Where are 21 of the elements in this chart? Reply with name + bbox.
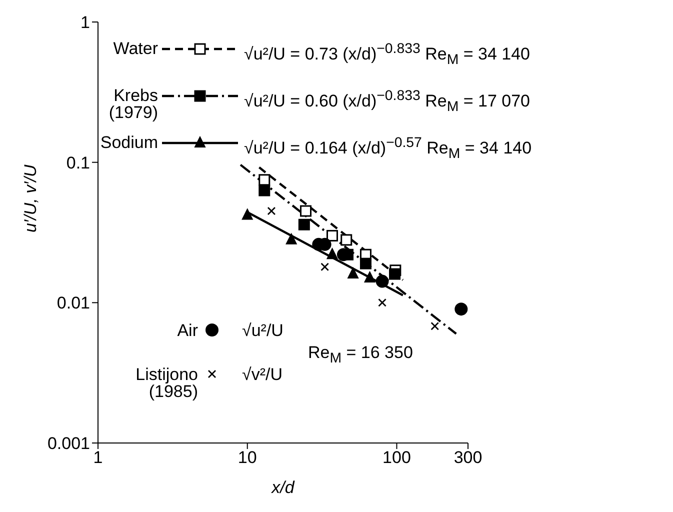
y-tick-label: 1 <box>80 13 90 32</box>
legend-label: Listijono (1985) <box>134 365 198 401</box>
x-tick-label: 300 <box>454 448 482 468</box>
y-axis-title: u′/U, v′/U <box>21 164 40 232</box>
annotation: √u²/U = 0.73 (x/d)$^{−0.833}$ Re$_{M}$ = 34 140 <box>244 41 530 68</box>
x-axis-title: x/d <box>270 478 295 497</box>
legend-label: Sodium <box>99 133 158 152</box>
y-tick-label: 0.001 <box>47 434 90 454</box>
annotation: √v²/U <box>242 365 282 384</box>
x-tick-label: 10 <box>238 448 257 468</box>
annotation: √u²/U = 0.164 (x/d)$^{−0.57}$ Re$_{M}$ = 34 140 <box>244 135 532 162</box>
y-tick-label: 0.1 <box>66 153 90 172</box>
annotation: √u²/U <box>242 321 284 340</box>
annotation: Re$_{M}$ = 16 350 <box>308 343 413 366</box>
x-tick-label: 100 <box>382 448 411 468</box>
annotation: √u²/U = 0.60 (x/d)$^{−0.833}$ Re$_{M}$ = 17 070 <box>244 88 530 116</box>
legend-label: Water <box>112 39 158 58</box>
x-tick-label: 1 <box>93 448 103 468</box>
legend-label: Krebs (1979) <box>108 86 158 122</box>
y-tick-label: 0.01 <box>56 294 90 313</box>
legend-label: Air <box>176 321 198 340</box>
